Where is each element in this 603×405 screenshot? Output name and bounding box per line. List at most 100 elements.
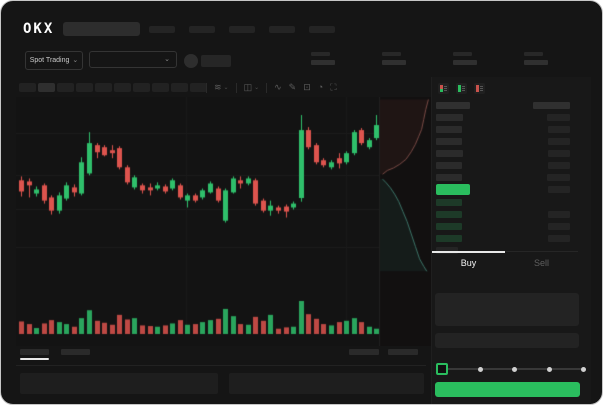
pair-name-placeholder: [201, 55, 231, 67]
order-book-row[interactable]: [436, 171, 570, 183]
snapshot-icon[interactable]: ⊡: [303, 83, 311, 92]
top-nav: [149, 26, 335, 33]
amount-bar-placeholder: [548, 137, 570, 145]
orderbook-layout-toggles: [438, 83, 485, 94]
market-type-label: Spot Trading: [29, 57, 70, 64]
timeframe-button[interactable]: [133, 83, 150, 92]
toolbar-divider: [235, 82, 237, 93]
timeframe-button[interactable]: [190, 83, 207, 92]
price-bar-placeholder: [436, 137, 462, 145]
okx-logo[interactable]: OKX: [23, 21, 55, 37]
order-input-placeholder[interactable]: [435, 333, 579, 348]
slider-track[interactable]: [436, 368, 586, 370]
overlay-line-icon-glyph: ∿: [274, 82, 282, 92]
slider-stop-dot[interactable]: [477, 366, 483, 372]
last-price-bar: [436, 184, 470, 195]
chevron-down-icon: ⌄: [223, 84, 229, 91]
timeframe-button[interactable]: [95, 83, 112, 92]
market-type-dropdown[interactable]: Spot Trading ⌄: [25, 51, 83, 70]
bottom-divider: [16, 365, 426, 366]
order-book-row[interactable]: [436, 111, 570, 123]
timeframe-button[interactable]: [38, 83, 55, 92]
pair-selector-dropdown[interactable]: ⌄: [89, 51, 177, 68]
bottom-action-placeholder[interactable]: [349, 349, 379, 355]
timeframe-button[interactable]: [19, 83, 36, 92]
timeframe-button[interactable]: [57, 83, 74, 92]
chart-style-dropdown-icon-glyph: ◫: [243, 82, 253, 92]
order-book: [436, 99, 570, 256]
orderbook-mode-both-icon[interactable]: [438, 83, 449, 94]
fullscreen-icon[interactable]: ⛶: [330, 83, 336, 92]
order-input-placeholder[interactable]: [435, 293, 579, 326]
order-book-row[interactable]: [436, 147, 570, 159]
search-input[interactable]: [63, 22, 140, 36]
orders-panel-placeholder: [20, 373, 218, 394]
draw-tool-icon-glyph: ✎: [288, 82, 297, 92]
stat-value-placeholder: [311, 60, 335, 65]
fullscreen-icon-glyph: ⛶: [330, 82, 337, 92]
snapshot-icon-glyph: ⊡: [303, 82, 311, 92]
order-book-row[interactable]: [436, 99, 570, 111]
nav-item-placeholder[interactable]: [309, 26, 335, 33]
amount-bar-placeholder: [436, 246, 458, 254]
slider-handle[interactable]: [436, 362, 448, 375]
timeframe-button[interactable]: [171, 83, 188, 92]
chart-style-dropdown-icon[interactable]: ◫ ⌄: [244, 83, 260, 92]
price-bar-placeholder: [436, 173, 462, 181]
timeframe-button[interactable]: [76, 83, 93, 92]
chevron-down-icon: ⌄: [72, 57, 79, 64]
indicators-dropdown-icon[interactable]: ≋ ⌄: [214, 83, 229, 92]
price-bar-placeholder: [436, 234, 462, 242]
order-book-row[interactable]: [436, 123, 570, 135]
stat-placeholder: [524, 52, 548, 65]
draw-tool-icon[interactable]: ✎: [289, 83, 297, 92]
orderbook-mode-bids-icon[interactable]: [456, 83, 467, 94]
buy-submit-button[interactable]: [435, 382, 580, 397]
ticker-stats: [311, 52, 548, 65]
nav-item-placeholder[interactable]: [269, 26, 295, 33]
order-book-row[interactable]: [436, 244, 570, 256]
timeframe-button[interactable]: [114, 83, 131, 92]
order-book-row[interactable]: [436, 159, 570, 171]
chevron-down-icon: ⌄: [164, 56, 170, 63]
timeframe-button[interactable]: [152, 83, 169, 92]
price-chart[interactable]: [16, 97, 431, 346]
order-book-row[interactable]: [436, 208, 570, 220]
bottom-action-placeholder[interactable]: [388, 349, 418, 355]
toolbar-divider: [266, 82, 268, 93]
slider-stop-dot[interactable]: [546, 366, 552, 372]
bottom-tab-placeholder[interactable]: [20, 349, 49, 355]
amount-bar-placeholder: [548, 210, 570, 218]
amount-bar-placeholder: [547, 113, 570, 121]
history-panel-placeholder: [229, 373, 424, 394]
orderbook-mode-asks-icon[interactable]: [474, 83, 485, 94]
last-price-row[interactable]: [436, 183, 570, 196]
stat-placeholder: [453, 52, 477, 65]
stat-label-placeholder: [524, 52, 543, 56]
overlay-line-icon[interactable]: ∿: [274, 83, 282, 92]
nav-item-placeholder[interactable]: [229, 26, 255, 33]
candlestick-chart-canvas[interactable]: [16, 97, 431, 346]
tab-buy[interactable]: Buy: [460, 258, 477, 268]
slider-stop-dot[interactable]: [512, 366, 517, 372]
timeframe-toolbar: [19, 83, 207, 92]
coin-avatar: [184, 54, 198, 68]
bottom-tab-placeholder[interactable]: [61, 349, 90, 355]
order-book-row[interactable]: [436, 232, 570, 244]
slider-stop-dot[interactable]: [581, 366, 586, 372]
bottom-right-chips: [349, 349, 418, 355]
nav-item-placeholder[interactable]: [149, 26, 175, 33]
amount-slider[interactable]: [436, 362, 586, 375]
stat-label-placeholder: [311, 52, 330, 56]
order-book-row[interactable]: [436, 220, 570, 232]
refresh-icon[interactable]: ◔: [318, 83, 323, 92]
bottom-tabs: [20, 349, 90, 355]
chart-tools: ≋ ⌄ ◫ ⌄ ∿ ✎ ⊡ ◔ ⛶: [206, 81, 337, 94]
tab-sell[interactable]: Sell: [533, 258, 549, 268]
order-book-row[interactable]: [436, 196, 570, 208]
nav-item-placeholder[interactable]: [189, 26, 215, 33]
order-book-row[interactable]: [436, 135, 570, 147]
active-tab-underline: [20, 358, 49, 360]
stat-value-placeholder: [453, 60, 477, 65]
stat-placeholder: [311, 52, 335, 65]
